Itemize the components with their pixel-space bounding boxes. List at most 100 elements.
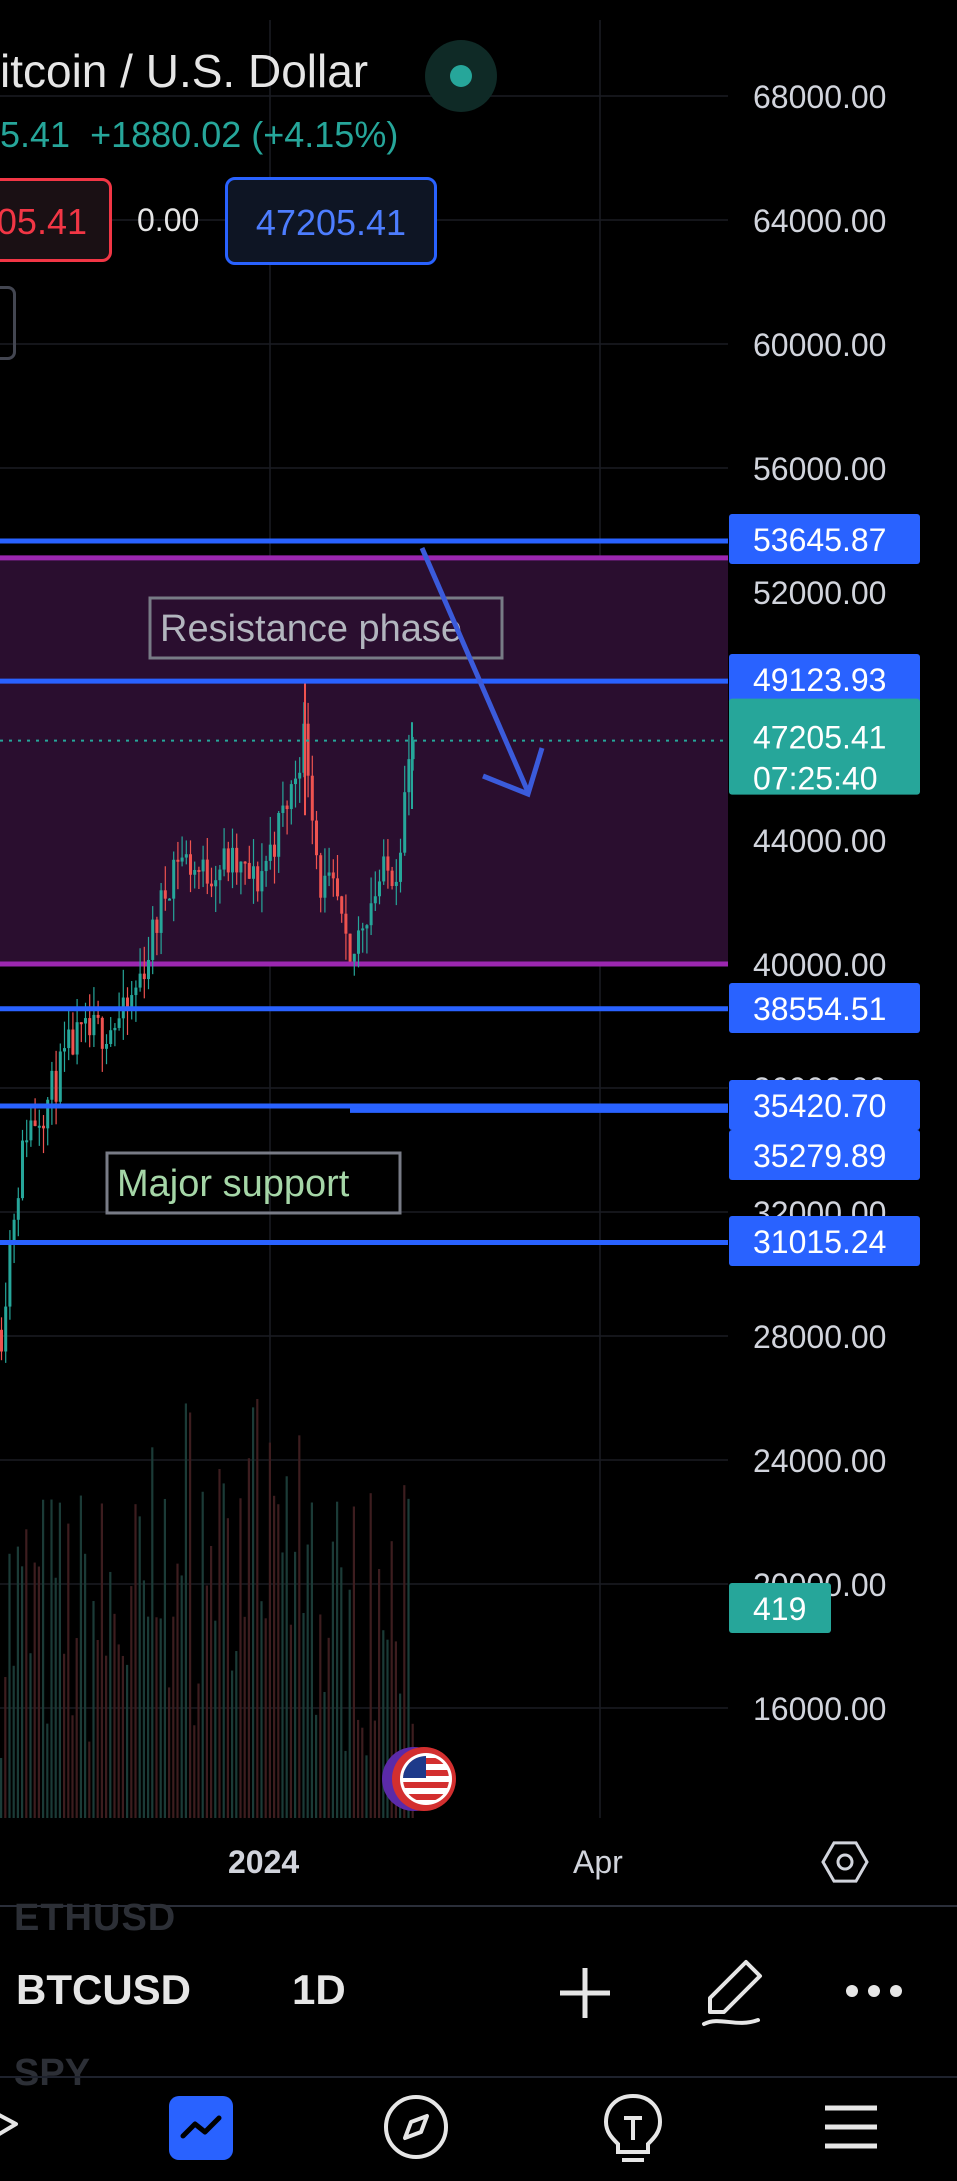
volume-bar [147,1616,150,1818]
candle-body [163,890,167,899]
volume-bar [92,1601,95,1818]
volume-bar [121,1655,124,1818]
volume-bar [273,1495,276,1818]
candle-body [29,1120,33,1141]
annotations[interactable]: Resistance phase Major support [105,596,504,1215]
candle-body [159,890,163,933]
candle-body [109,1030,113,1045]
candle-body [50,1070,54,1100]
spread-value: 0.00 [137,202,200,238]
buy-button[interactable]: 47205.41 [225,177,437,265]
collapse-toggle[interactable] [0,286,16,360]
candle-body [302,723,306,773]
volume-bar [67,1523,70,1818]
volume-bar [63,1653,66,1818]
candle-body [331,872,335,879]
support-annotation-text: Major support [117,1163,350,1205]
volume-bar [285,1476,288,1818]
candle-body [67,1029,71,1049]
symbol-title[interactable]: itcoin / U.S. Dollar [0,45,369,97]
volume-bar [239,1498,242,1818]
price-axis[interactable]: 68000.00 64000.00 60000.00 56000.00 52000.00… [729,79,920,1727]
symbol-selector[interactable]: BTCUSD [16,1966,191,2013]
watchlist-next-symbol[interactable]: SPY [14,2052,91,2094]
volume-bar [403,1485,406,1818]
candle-body [21,1140,24,1199]
volume-bar [281,1552,284,1818]
candle-body [172,859,176,899]
volume-bar [117,1644,120,1818]
volume-bar [344,1750,347,1818]
candle-body [4,1306,8,1352]
volume-bar [327,1637,330,1818]
volume-bar [197,1683,200,1818]
volume-bar [386,1639,389,1818]
explore-compass-icon[interactable] [381,2092,451,2162]
price-tick-label: 52000.00 [753,575,886,611]
watchlist-star-icon[interactable] [0,2102,26,2156]
watchlist-prev-symbol[interactable]: ETHUSD [14,1897,177,1939]
support-annotation-box [105,1151,402,1215]
volume-bar [331,1541,334,1818]
menu-icon[interactable] [823,2104,879,2150]
volume-bar [226,1518,229,1818]
candle-body [239,861,243,873]
candle-body [378,881,381,897]
candle-body [407,759,411,793]
time-axis[interactable]: 2024 Apr [228,1841,869,1883]
volume-bar [58,1502,61,1818]
candle-body [373,896,377,904]
volume-bar [394,1641,397,1818]
candle-body [46,1099,50,1129]
price-change: +1880.02 (+4.15%) [90,114,399,155]
candle-body [390,870,394,887]
candles [0,683,415,1363]
price-lines[interactable] [0,538,728,1246]
volume-bar [130,1586,133,1818]
volume-bar [37,1566,40,1818]
price-change-row: 5.41 +1880.02 (+4.15%) [0,114,398,156]
candle-body [130,995,134,1011]
price-tick-label: 28000.00 [753,1319,886,1355]
bar-countdown-label: 07:25:40 [753,761,878,797]
volume-bar [264,1618,267,1818]
drawing-pen-icon[interactable] [696,1954,768,2030]
volume-bar [79,1495,82,1818]
price-tick-label: 64000.00 [753,203,886,239]
volume-bar [357,1719,360,1818]
chart-settings-icon-center [836,1853,854,1871]
candle-body [197,869,201,872]
candle-body [310,775,314,821]
volume-bar [390,1541,393,1818]
volume-bar [378,1569,381,1818]
market-status-indicator[interactable] [425,40,497,112]
price-tick-label: 16000.00 [753,1691,886,1727]
candle-body [58,1051,62,1102]
price-tag-35420.70 [729,1080,920,1130]
volume-bar [113,1613,116,1818]
us-flag-icon[interactable] [382,1747,456,1811]
price-chart[interactable]: Resistance phase Major support 68000.00 64… [0,0,957,1900]
more-icon[interactable] [842,1976,906,2006]
candle-body [369,903,373,926]
arrow-drawing[interactable] [419,547,545,798]
candle-body [147,959,150,980]
chart-tab-icon [180,2115,222,2139]
candle-body [88,1018,92,1036]
candle-body [75,1022,79,1055]
candle-body [184,854,188,858]
volume-bar [369,1493,372,1818]
candle-body [8,1243,12,1307]
nav-chart-tab[interactable] [169,2096,233,2160]
candle-body [231,847,234,873]
current-price-tag [729,698,920,795]
volume-bar [29,1653,32,1818]
ideas-lightbulb-icon[interactable] [600,2090,666,2166]
add-icon[interactable] [552,1960,618,2026]
sell-button[interactable]: 05.41 [0,178,112,262]
interval-selector[interactable]: 1D [292,1966,346,2013]
volume-bar [0,1757,3,1818]
volume-bar [306,1544,309,1818]
volume-bar [54,1577,57,1818]
volume-bar [12,1665,15,1818]
